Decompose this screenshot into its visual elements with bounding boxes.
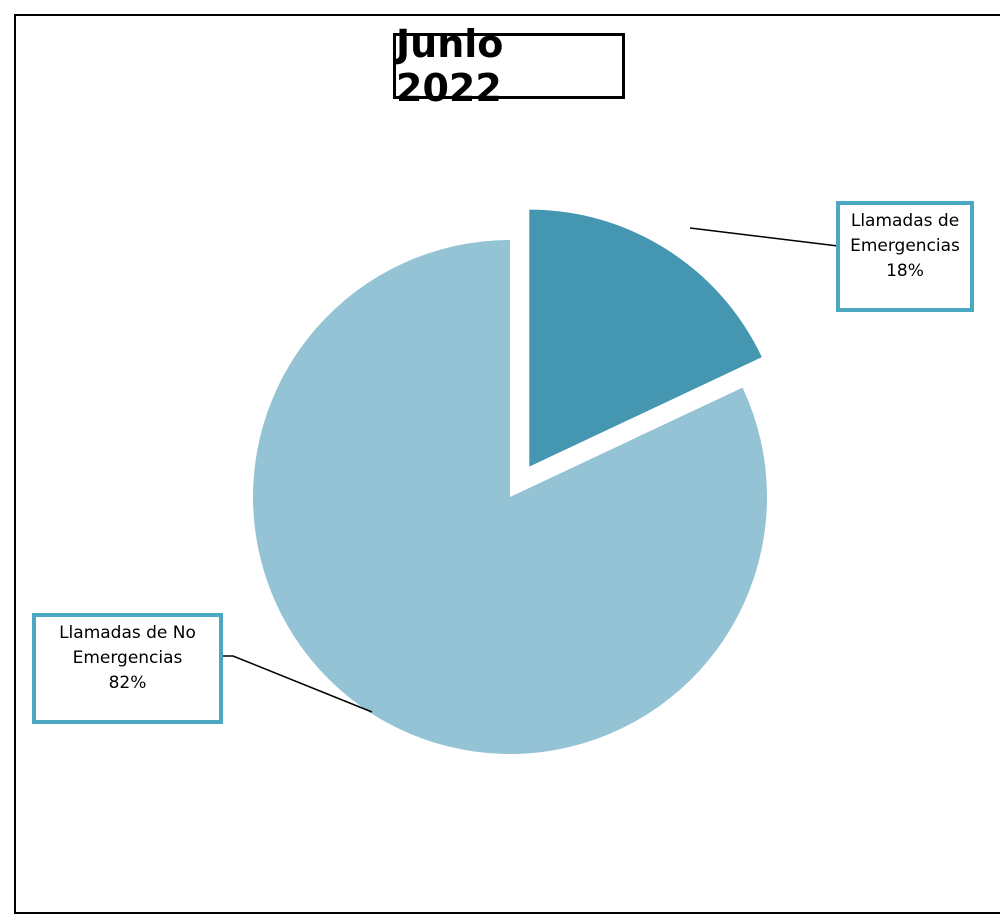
data-label-emergencias-value: 18% [886,261,924,281]
leader-line-emergencias [689,227,839,247]
data-label-emergencias-line1: Llamadas de [850,211,960,231]
data-label-no-emergencias-line2: Emergencias [72,648,183,668]
data-label-no-emergencias: Llamadas de No Emergencias 82% [32,613,223,724]
chart-title: Junio 2022 [393,22,625,110]
data-label-emergencias-line2: Emergencias [850,236,960,256]
leader-line-no-emergencias [222,655,373,713]
data-label-no-emergencias-line1: Llamadas de No [59,623,196,643]
pie-slice-emergencias [529,209,762,467]
pie-slice-no-emergencias [252,240,767,755]
data-label-emergencias: Llamadas de Emergencias 18% [836,201,974,312]
data-label-no-emergencias-value: 82% [108,673,147,693]
pie-chart [222,209,839,755]
